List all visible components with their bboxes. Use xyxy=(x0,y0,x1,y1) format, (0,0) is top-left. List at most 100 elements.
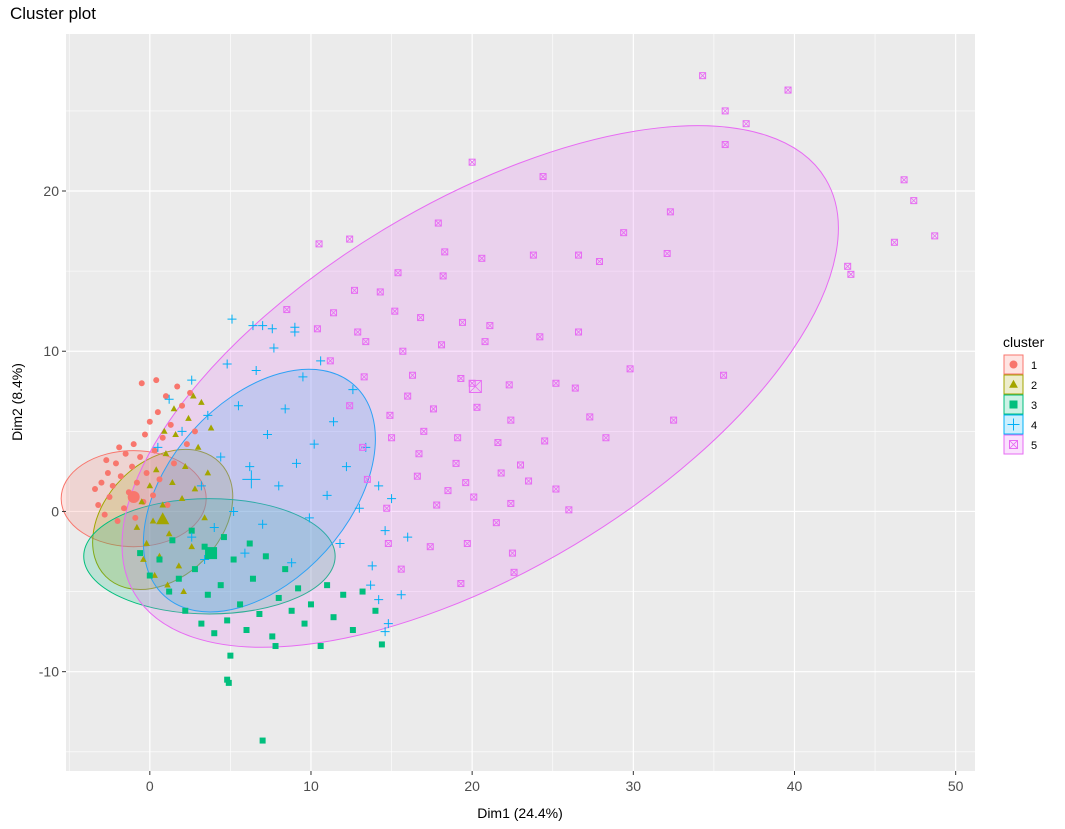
point-cluster-3 xyxy=(198,620,205,627)
point-cluster-5-cross xyxy=(351,287,358,294)
point-cluster-5-box xyxy=(470,493,478,501)
point-cluster-5 xyxy=(663,249,671,257)
point-cluster-1 xyxy=(132,514,139,521)
point-cluster-5-box xyxy=(457,580,465,588)
point-cluster-4 xyxy=(335,538,345,548)
point-cluster-5-cross xyxy=(552,379,560,387)
point-cluster-5 xyxy=(426,543,434,551)
point-cluster-5-cross xyxy=(433,501,440,509)
legend-symbol-2 xyxy=(1009,379,1018,388)
point-cluster-2 xyxy=(172,430,179,437)
point-cluster-5-box xyxy=(571,384,579,392)
point-cluster-5-cross xyxy=(414,472,421,480)
point-cluster-1 xyxy=(141,431,148,438)
point-cluster-5-box xyxy=(391,307,399,315)
point-cluster-5-box xyxy=(413,472,421,480)
point-cluster-5 xyxy=(397,565,405,573)
point-cluster-2 xyxy=(140,555,147,562)
point-cluster-5 xyxy=(536,333,544,341)
point-cluster-5-cross xyxy=(426,543,434,550)
point-cluster-5 xyxy=(376,288,384,296)
point-cluster-3 xyxy=(372,607,379,614)
cluster-centers xyxy=(127,379,482,560)
point-cluster-2 xyxy=(198,398,205,405)
point-cluster-5-box xyxy=(595,258,603,266)
point-cluster-5-box xyxy=(844,262,852,270)
point-cluster-5 xyxy=(517,461,524,469)
point-cluster-5 xyxy=(439,272,447,280)
point-cluster-5-cross xyxy=(391,307,399,315)
point-cluster-5-cross xyxy=(517,461,524,469)
point-cluster-5 xyxy=(360,373,368,381)
point-cluster-5-cross xyxy=(441,248,449,256)
point-cluster-3 xyxy=(188,527,195,534)
point-cluster-3 xyxy=(272,643,279,650)
point-cluster-4 xyxy=(274,481,284,491)
point-cluster-5-cross xyxy=(462,479,469,486)
point-cluster-5-cross xyxy=(346,402,353,409)
point-cluster-5 xyxy=(391,307,399,315)
point-cluster-2 xyxy=(133,523,141,530)
point-cluster-3 xyxy=(220,534,227,541)
point-cluster-1 xyxy=(109,482,116,489)
point-cluster-5-cross xyxy=(536,333,544,341)
point-cluster-5-box xyxy=(699,72,707,80)
point-cluster-5 xyxy=(462,479,470,487)
point-cluster-5-box xyxy=(330,309,338,317)
point-cluster-5-box xyxy=(575,251,583,259)
point-cluster-2 xyxy=(152,466,160,473)
point-cluster-5-cross xyxy=(404,392,411,400)
point-cluster-3 xyxy=(262,553,269,560)
point-cluster-5-cross xyxy=(539,173,547,180)
point-cluster-5-cross xyxy=(891,239,898,246)
minor-gridlines xyxy=(66,34,975,771)
point-cluster-1 xyxy=(151,447,158,454)
point-cluster-4 xyxy=(380,627,390,637)
axis-tick-labels: 0 10 20 30 40 50 -10 0 10 20 xyxy=(39,183,964,794)
point-cluster-5-cross xyxy=(435,219,442,227)
point-cluster-5-box xyxy=(439,272,447,280)
point-cluster-5-cross xyxy=(486,322,494,329)
point-cluster-5-cross xyxy=(457,580,465,587)
point-cluster-5 xyxy=(415,450,423,458)
point-cluster-5-cross xyxy=(530,251,537,259)
point-cluster-4 xyxy=(187,532,197,542)
point-cluster-1 xyxy=(133,479,140,486)
point-cluster-5 xyxy=(784,86,792,94)
point-cluster-5-box xyxy=(376,288,384,296)
point-cluster-1 xyxy=(117,473,124,480)
point-cluster-4 xyxy=(153,442,163,452)
x-axis-title: Dim1 (24.4%) xyxy=(477,805,563,821)
point-cluster-5 xyxy=(394,269,402,277)
point-cluster-1 xyxy=(162,393,169,400)
point-cluster-5 xyxy=(670,416,678,424)
point-cluster-5-box xyxy=(529,251,537,259)
point-cluster-3 xyxy=(166,588,173,595)
point-cluster-5 xyxy=(384,539,392,547)
point-cluster-4 xyxy=(216,452,226,462)
point-cluster-5-cross xyxy=(314,325,321,333)
point-cluster-5-cross xyxy=(385,540,392,547)
point-cluster-5 xyxy=(452,459,460,467)
point-cluster-5-cross xyxy=(900,176,908,184)
point-cluster-5 xyxy=(699,72,707,80)
point-cluster-3 xyxy=(301,620,308,627)
point-cluster-5 xyxy=(552,379,560,387)
point-cluster-5-box xyxy=(359,443,367,451)
point-cluster-3 xyxy=(225,679,232,686)
point-cluster-5-box xyxy=(420,427,428,435)
point-cluster-5-box xyxy=(388,434,396,442)
point-cluster-5 xyxy=(844,262,852,270)
point-cluster-5 xyxy=(721,141,729,149)
point-cluster-5 xyxy=(409,371,417,379)
cluster-ellipse-5 xyxy=(121,125,839,648)
point-cluster-5-box xyxy=(383,504,391,512)
point-cluster-5-cross xyxy=(473,404,481,411)
point-cluster-5-box xyxy=(517,461,524,469)
point-cluster-5-box xyxy=(386,411,394,419)
point-cluster-5-cross xyxy=(667,208,674,216)
point-cluster-5-cross xyxy=(626,365,634,373)
point-cluster-1 xyxy=(103,457,110,464)
point-cluster-5-box xyxy=(847,270,855,278)
point-cluster-5-cross xyxy=(360,373,368,381)
